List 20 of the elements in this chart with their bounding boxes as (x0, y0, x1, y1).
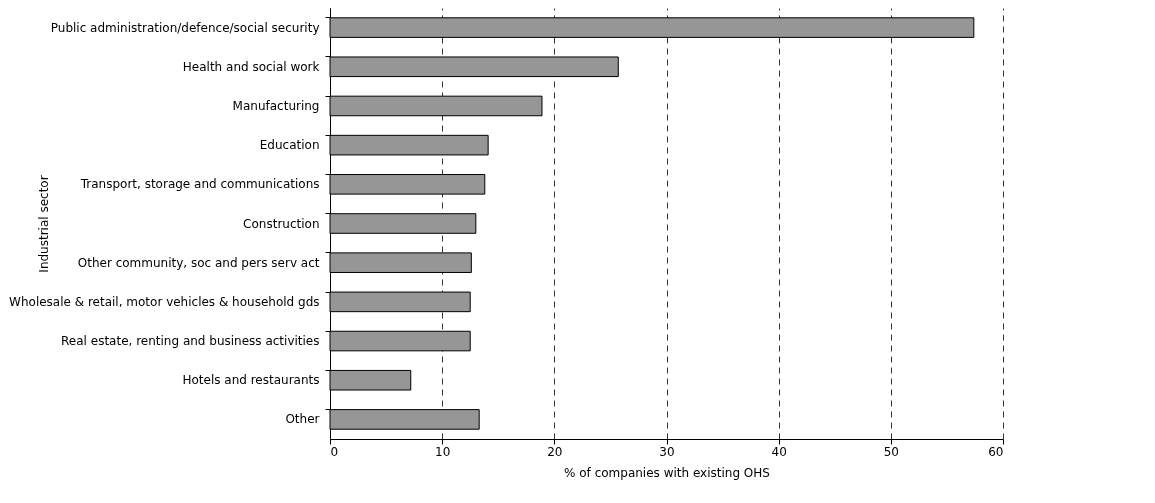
x-axis-title: % of companies with existing OHS (564, 465, 770, 480)
x-tick-label: 40 (771, 444, 787, 459)
x-tick-label: 50 (883, 444, 899, 459)
y-tick-label: Education (259, 138, 320, 153)
y-tick-label: Wholesale & retail, motor vehicles & household gds (9, 294, 320, 309)
x-tick-label: 60 (988, 444, 1004, 459)
y-tick-label: Manufacturing (232, 98, 320, 113)
x-tick-label: 10 (435, 444, 451, 459)
x-tick-label: 20 (547, 444, 563, 459)
y-tick-label: Transport, storage and communications (79, 177, 320, 192)
y-tick-label: Construction (243, 216, 320, 231)
y-tick-label: Public administration/defence/social security (50, 20, 320, 35)
y-tick-label: Hotels and restaurants (182, 373, 320, 388)
x-tick-label: 30 (659, 444, 675, 459)
y-tick-label: Real estate, renting and business activities (61, 334, 320, 349)
y-axis-title: Industrial sector (36, 175, 51, 273)
y-tick-label: Health and social work (182, 59, 320, 74)
x-tick-label: 0 (330, 444, 339, 459)
y-tick-label: Other community, soc and pers serv act (77, 255, 320, 270)
y-tick-label: Other (285, 412, 320, 427)
